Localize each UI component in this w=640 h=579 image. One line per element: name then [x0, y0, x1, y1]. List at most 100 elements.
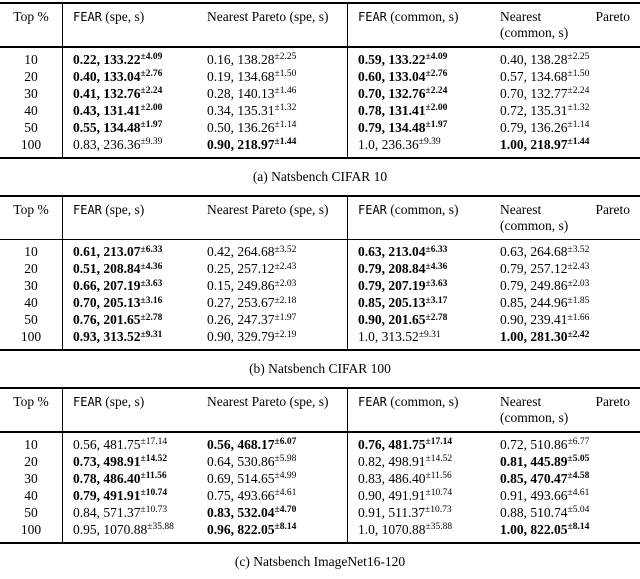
nearest-pareto-spe-cell: 0.42, 264.68±3.52 — [207, 243, 347, 263]
stddev-superscript: ±9.39 — [418, 137, 441, 147]
column-header-fear-spe: FEAR (spe, s) — [62, 202, 207, 218]
stddev-superscript: ±3.63 — [425, 278, 448, 289]
cell-value: 0.25, 257.12 — [207, 261, 275, 276]
stddev-superscript: ±9.31 — [140, 329, 163, 340]
top-percent-cell: 40 — [24, 102, 38, 118]
results-table: Top % FEAR (spe, s) Nearest Pareto (spe,… — [0, 387, 640, 544]
cell-value: 0.59, 133.22 — [358, 51, 426, 67]
fear-spe-cell: 0.78, 486.40±11.56 — [62, 470, 207, 490]
nearest-pareto-common-cell: 0.70, 132.77±2.24 — [500, 85, 640, 105]
nearest-pareto-spe-cell: 0.15, 249.86±2.03 — [207, 277, 347, 297]
table-row: 100 0.95, 1070.88±35.88 0.96, 822.05±8.1… — [0, 521, 640, 538]
subtable-cifar10: Top % FEAR (spe, s) Nearest Pareto (spe,… — [0, 2, 640, 186]
nearest-pareto-common-cell: 1.00, 822.05±8.14 — [500, 521, 640, 541]
stddev-superscript: ±10.73 — [140, 505, 168, 515]
cell-value: 0.61, 213.07 — [73, 244, 141, 259]
top-percent-cell: 10 — [24, 51, 38, 67]
fear-spe-cell: 0.66, 207.19±3.63 — [62, 277, 207, 297]
nearest-pareto-common-cell: 0.85, 244.96±1.85 — [500, 294, 640, 314]
table-row: 40 0.70, 205.13±3.16 0.27, 253.67±2.18 0… — [0, 294, 640, 311]
table-body: 10 0.56, 481.75±17.14 0.56, 468.17±6.07 … — [0, 433, 640, 542]
nearest-pareto-spe-cell: 0.96, 822.05±8.14 — [207, 521, 347, 541]
stddev-superscript: ±4.36 — [140, 261, 163, 272]
fear-common-cell: 0.70, 132.76±2.24 — [347, 85, 500, 105]
fear-common-cell: 0.82, 498.91±14.52 — [347, 453, 500, 473]
stddev-superscript: ±4.61 — [567, 488, 590, 498]
table-row: 20 0.40, 133.04±2.76 0.19, 134.68±1.50 0… — [0, 68, 640, 85]
cell-value: 0.63, 213.04 — [358, 244, 426, 259]
cell-value: 0.81, 445.89 — [500, 453, 568, 469]
cell-value: 0.50, 136.26 — [207, 119, 275, 135]
stddev-superscript: ±2.78 — [425, 312, 448, 323]
cell-value: 0.95, 1070.88 — [73, 521, 148, 537]
cell-value: 0.96, 822.05 — [207, 521, 275, 537]
fear-spe-suffix: (spe, s) — [101, 394, 145, 409]
stddev-superscript: ±4.09 — [425, 52, 448, 62]
results-table: Top % FEAR (spe, s) Nearest Pareto (spe,… — [0, 2, 640, 159]
cell-value: 0.90, 329.79 — [207, 329, 275, 344]
column-header-fear-spe: FEAR (spe, s) — [62, 394, 207, 410]
vertical-rule — [347, 389, 348, 542]
table-caption: (c) Natsbench ImageNet16-120 — [234, 553, 406, 569]
fear-common-cell: 0.85, 205.13±3.17 — [347, 294, 500, 314]
top-percent-cell: 20 — [24, 68, 38, 84]
cell-value: 0.42, 264.68 — [207, 244, 275, 259]
stddev-superscript: ±4.58 — [567, 471, 590, 481]
stddev-superscript: ±11.56 — [425, 471, 452, 481]
stddev-superscript: ±1.14 — [567, 120, 590, 130]
column-header-pareto-spe: Nearest Pareto (spe, s) — [207, 9, 329, 24]
cell-value: 0.90, 218.97 — [207, 136, 275, 152]
horizontal-rule-top — [0, 2, 640, 4]
horizontal-rule-bottom — [0, 349, 640, 351]
table-row: 20 0.73, 498.91±14.52 0.64, 530.86±5.98 … — [0, 453, 640, 470]
fear-common-suffix: (common, s) — [386, 201, 459, 217]
table-header-row: Top % FEAR (spe, s) Nearest Pareto (spe,… — [0, 197, 640, 239]
stddev-superscript: ±1.44 — [567, 137, 590, 147]
cell-value: 0.22, 133.22 — [73, 51, 141, 67]
cell-value: 0.90, 201.65 — [358, 312, 426, 327]
stddev-superscript: ±2.03 — [567, 278, 590, 289]
nearest-pareto-spe-cell: 0.69, 514.65±4.99 — [207, 470, 347, 490]
fear-spe-cell: 0.70, 205.13±3.16 — [62, 294, 207, 314]
stddev-superscript: ±9.31 — [418, 329, 441, 340]
table-row: 30 0.78, 486.40±11.56 0.69, 514.65±4.99 … — [0, 470, 640, 487]
stddev-superscript: ±2.24 — [567, 86, 590, 96]
stddev-superscript: ±1.85 — [567, 295, 590, 306]
top-percent-cell: 20 — [24, 261, 38, 276]
cell-value: 0.76, 481.75 — [358, 436, 426, 452]
nearest-pareto-common-cell: 1.00, 281.30±2.42 — [500, 328, 640, 348]
fear-common-cell: 0.59, 133.22±4.09 — [347, 51, 500, 71]
stddev-superscript: ±3.63 — [140, 278, 163, 289]
nearest-pareto-common-cell: 0.40, 138.28±2.25 — [500, 51, 640, 71]
fear-spe-cell: 0.22, 133.22±4.09 — [62, 51, 207, 71]
nearest-pareto-spe-cell: 0.16, 138.28±2.25 — [207, 51, 347, 71]
table-row: 50 0.55, 134.48±1.97 0.50, 136.26±1.14 0… — [0, 119, 640, 136]
stddev-superscript: ±11.56 — [140, 471, 167, 481]
fear-common-cell: 0.90, 491.91±10.74 — [347, 487, 500, 507]
cell-value: 0.78, 486.40 — [73, 470, 141, 486]
fear-spe-cell: 0.93, 313.52±9.31 — [62, 328, 207, 348]
column-header-pareto-spe: Nearest Pareto (spe, s) — [207, 394, 329, 409]
stddev-superscript: ±10.73 — [425, 505, 452, 515]
stddev-superscript: ±9.39 — [140, 137, 163, 147]
nearest-pareto-spe-cell: 0.34, 135.31±1.32 — [207, 102, 347, 122]
table-caption: (a) Natsbench CIFAR 10 — [252, 168, 388, 184]
cell-value: 0.19, 134.68 — [207, 68, 275, 84]
cell-value: 0.84, 571.37 — [73, 504, 141, 520]
fear-label-mono: FEAR — [73, 395, 102, 409]
fear-common-cell: 0.60, 133.04±2.76 — [347, 68, 500, 88]
fear-common-cell: 0.91, 511.37±10.73 — [347, 504, 500, 524]
cell-value: 0.55, 134.48 — [73, 119, 141, 135]
top-percent-cell: 10 — [24, 244, 38, 259]
fear-common-cell: 0.63, 213.04±6.33 — [347, 243, 500, 263]
cell-value: 0.26, 247.37 — [207, 312, 275, 327]
table-row: 10 0.56, 481.75±17.14 0.56, 468.17±6.07 … — [0, 436, 640, 453]
nearest-pareto-spe-cell: 0.90, 329.79±2.19 — [207, 328, 347, 348]
stddev-superscript: ±4.36 — [425, 261, 448, 272]
table-row: 50 0.76, 201.65±2.78 0.26, 247.37±1.97 0… — [0, 311, 640, 328]
top-percent-cell: 30 — [24, 278, 38, 293]
cell-value: 0.91, 493.66 — [500, 487, 568, 503]
cell-value: 0.66, 207.19 — [73, 278, 141, 293]
fear-common-suffix: (common, s) — [386, 9, 459, 24]
nearest-pareto-common-cell: 0.79, 136.26±1.14 — [500, 119, 640, 139]
